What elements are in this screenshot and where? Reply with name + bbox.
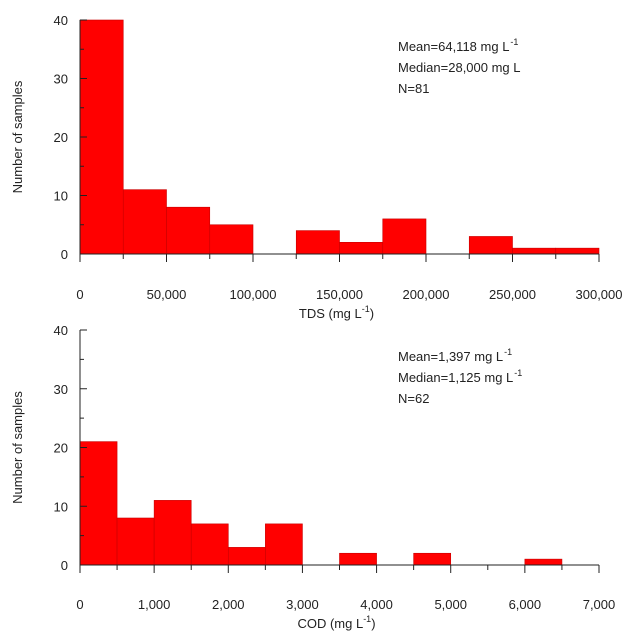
x-tick-label: 100,000 xyxy=(230,287,277,302)
histogram-bar xyxy=(79,441,118,566)
x-tick-label: 0 xyxy=(76,597,83,612)
histogram-bar xyxy=(339,552,377,566)
histogram-bar xyxy=(79,19,124,255)
y-tick-label: 0 xyxy=(61,247,68,262)
histogram-bar xyxy=(339,242,384,255)
x-axis-title: TDS (mg L-1) xyxy=(299,304,374,321)
histogram-bar xyxy=(524,558,563,566)
x-tick-label: 4,000 xyxy=(360,597,393,612)
x-tick-label: 150,000 xyxy=(316,287,363,302)
statistics-annotation: N=62 xyxy=(398,391,429,406)
x-tick-label: 2,000 xyxy=(212,597,245,612)
x-tick-label: 300,000 xyxy=(576,287,623,302)
x-tick-label: 200,000 xyxy=(403,287,450,302)
histogram-bar xyxy=(227,547,266,566)
x-axis-title: COD (mg L-1) xyxy=(297,614,375,631)
x-tick-label: 3,000 xyxy=(286,597,319,612)
y-tick-label: 10 xyxy=(54,189,68,204)
y-tick-label: 20 xyxy=(54,441,68,456)
x-tick-label: 1,000 xyxy=(138,597,171,612)
histogram-bar xyxy=(209,224,254,255)
y-tick-label: 0 xyxy=(61,558,68,573)
y-tick-label: 30 xyxy=(54,382,68,397)
histogram-bar xyxy=(555,247,600,255)
y-tick-label: 10 xyxy=(54,499,68,514)
histogram-bar xyxy=(190,523,229,566)
y-tick-label: 40 xyxy=(54,13,68,28)
histogram-bar xyxy=(153,500,192,566)
histogram-bar xyxy=(116,517,155,566)
statistics-annotation: Mean=1,397 mg L-1 xyxy=(398,347,512,364)
statistics-annotation: Mean=64,118 mg L-1 xyxy=(398,37,518,54)
histogram-bar xyxy=(382,218,427,255)
histogram-bar xyxy=(122,189,167,255)
x-tick-label: 5,000 xyxy=(434,597,467,612)
y-tick-label: 30 xyxy=(54,72,68,87)
statistics-annotation: Median=1,125 mg L-1 xyxy=(398,368,522,385)
x-tick-label: 7,000 xyxy=(583,597,616,612)
histogram-bar xyxy=(265,523,303,566)
cod-histogram-panel: 0 10 20 30 40 0 1,000 2,000 3,000 4,000 5,000 6,000… xyxy=(10,323,615,631)
x-tick-label: 250,000 xyxy=(489,287,536,302)
y-tick-label: 20 xyxy=(54,130,68,145)
histogram-bar xyxy=(166,206,211,255)
statistics-annotation: Median=28,000 mg L xyxy=(398,60,521,75)
y-axis-title: Number of samples xyxy=(10,391,25,504)
y-axis-title: Number of samples xyxy=(10,80,25,193)
histogram-bar xyxy=(512,247,557,255)
tds-histogram-panel: 0 10 20 30 40 0 50,000 100,000 150,000 200,000 250… xyxy=(10,13,623,321)
x-tick-label: 6,000 xyxy=(509,597,542,612)
y-tick-label: 40 xyxy=(54,323,68,338)
histogram-bar xyxy=(413,552,452,566)
statistics-annotation: N=81 xyxy=(398,81,429,96)
histogram-bar xyxy=(295,230,340,255)
x-tick-label: 50,000 xyxy=(147,287,187,302)
x-tick-label: 0 xyxy=(76,287,83,302)
histogram-bar xyxy=(468,236,513,255)
